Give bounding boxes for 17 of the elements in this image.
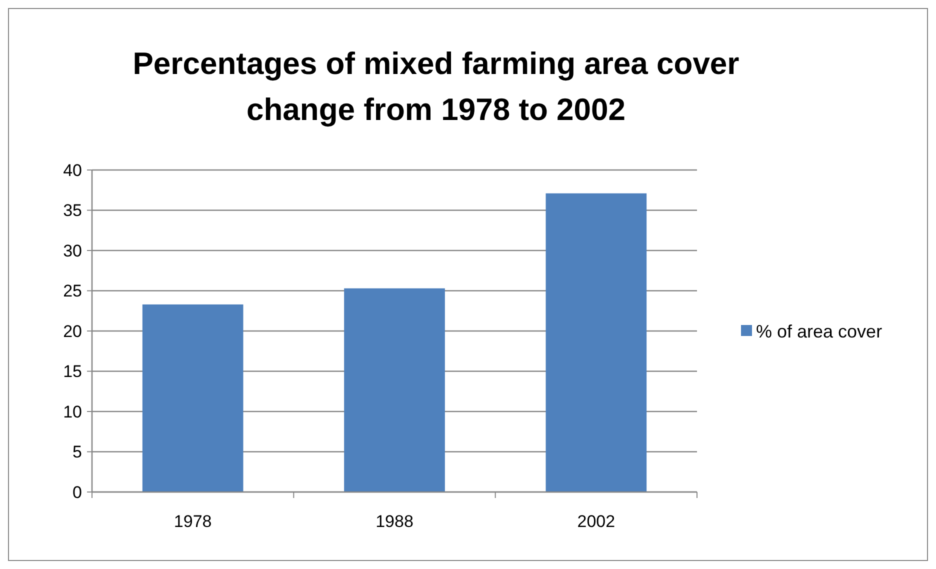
y-tick-label: 25 bbox=[63, 282, 82, 301]
x-tick-label: 1978 bbox=[174, 512, 212, 531]
legend-label: % of area cover bbox=[756, 321, 882, 342]
y-tick-label: 15 bbox=[63, 362, 82, 382]
y-tick-label: 30 bbox=[63, 241, 82, 260]
bar bbox=[142, 304, 244, 492]
y-tick-label: 5 bbox=[72, 442, 82, 462]
y-tick-label: 35 bbox=[63, 201, 82, 220]
x-tick-label: 1988 bbox=[376, 512, 414, 531]
y-tick-label: 10 bbox=[63, 402, 82, 422]
x-tick-label: 2002 bbox=[577, 512, 616, 531]
y-tick-label: 20 bbox=[63, 322, 82, 341]
bar bbox=[344, 288, 445, 492]
y-tick-label: 0 bbox=[72, 482, 82, 502]
y-tick-label: 40 bbox=[63, 160, 82, 180]
bar bbox=[546, 193, 647, 492]
chart-title: Percentages of mixed farming area cover change from 1978 to 2002 bbox=[132, 46, 740, 127]
